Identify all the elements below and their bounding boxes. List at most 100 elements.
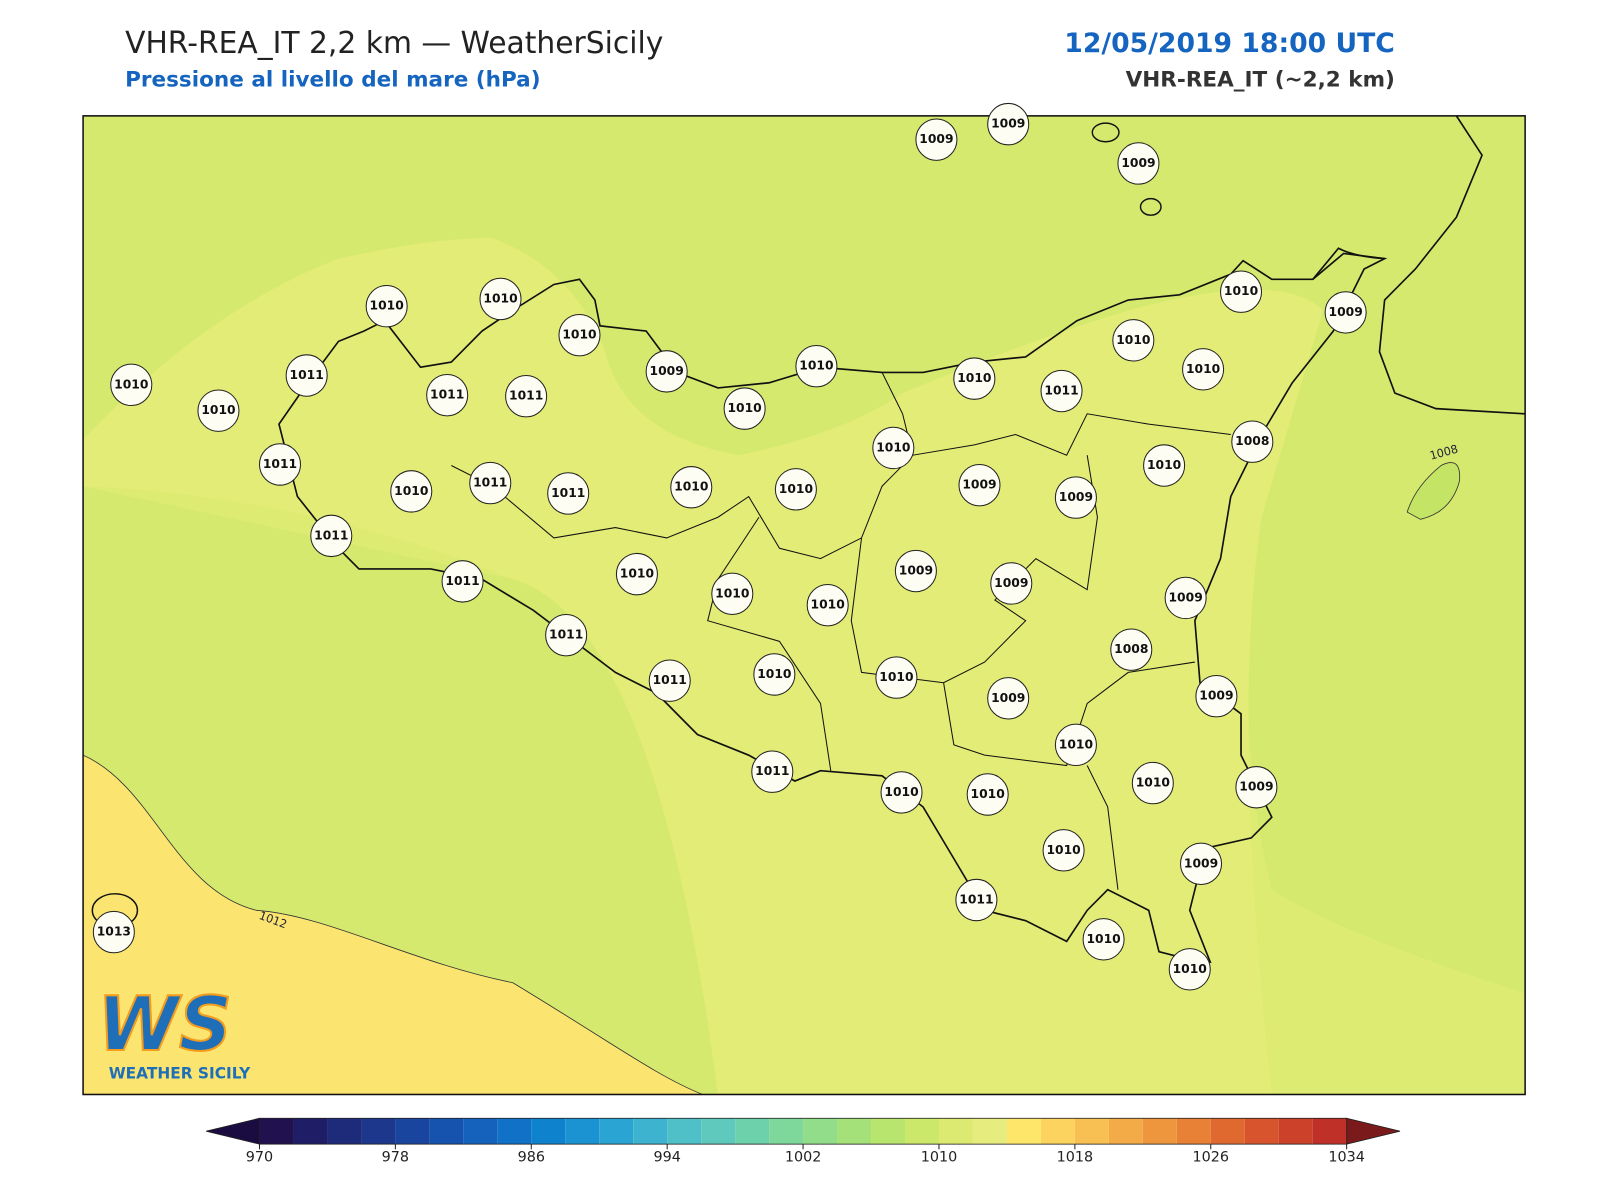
- station: 1010: [880, 771, 923, 814]
- station-marker: [966, 773, 1009, 816]
- station-value: 1011: [755, 764, 789, 778]
- colorbar-cell: [293, 1118, 328, 1145]
- station: 1011: [751, 750, 794, 793]
- station: 1011: [545, 613, 588, 657]
- station-value: 1011: [551, 486, 585, 500]
- colorbar-cell: [327, 1118, 362, 1145]
- colorbar-cell: [1312, 1118, 1347, 1145]
- station-value: 1013: [97, 925, 131, 939]
- station: 1011: [955, 878, 998, 922]
- stations: 1009 1009 1009 1010 1010 1010 1009 1010 1010 1010…: [92, 102, 1367, 991]
- station-value: 1009: [1329, 305, 1363, 319]
- colorbar-tick-label: 1034: [1328, 1150, 1365, 1166]
- station-value: 1011: [473, 476, 507, 490]
- station: 1010: [875, 656, 918, 699]
- station: 1011: [426, 373, 469, 417]
- station: 1010: [953, 357, 996, 400]
- colorbar-tick-label: 986: [518, 1150, 545, 1166]
- station: 1010: [795, 345, 838, 388]
- station-value: 1009: [1059, 490, 1093, 504]
- province-border: [451, 372, 1231, 890]
- station-marker: [880, 771, 923, 814]
- colorbar-cell: [531, 1118, 566, 1145]
- colorbar-under: [206, 1117, 260, 1145]
- colorbar-cell: [361, 1118, 396, 1145]
- colorbar-cell: [633, 1118, 668, 1145]
- station-value: 1010: [1116, 333, 1151, 347]
- station-value: 1010: [1173, 962, 1208, 976]
- model: VHR-REA_IT (~2,2 km): [1126, 68, 1395, 93]
- station-marker: [1182, 348, 1225, 391]
- station-value: 1010: [483, 291, 518, 305]
- station: 1009: [1054, 476, 1097, 519]
- station-marker: [1131, 761, 1174, 805]
- colorbar-tick-label: 1002: [785, 1150, 822, 1166]
- colorbar-cell: [905, 1118, 939, 1145]
- station: 1009: [1324, 291, 1367, 334]
- station: 1010: [479, 277, 522, 321]
- station-marker: [1324, 291, 1367, 334]
- station-value: 1011: [290, 368, 324, 382]
- station-value: 1009: [1169, 590, 1203, 604]
- station-marker: [1231, 420, 1274, 463]
- colorbar-cell: [871, 1118, 905, 1145]
- station-value: 1010: [1059, 737, 1094, 751]
- colorbar-cell: [1006, 1118, 1041, 1145]
- colorbar-tick-label: 1018: [1057, 1150, 1094, 1166]
- station-marker: [479, 277, 522, 321]
- station: 1011: [469, 461, 512, 505]
- colorbar-cell: [972, 1118, 1007, 1145]
- colorbar-cell: [429, 1118, 464, 1145]
- station-marker: [1054, 723, 1097, 767]
- station-marker: [915, 118, 958, 161]
- station-marker: [1195, 675, 1238, 718]
- station-marker: [774, 468, 817, 511]
- colorbar-cell: [1040, 1118, 1075, 1145]
- station-value: 1010: [715, 586, 750, 600]
- colorbar-cell: [769, 1118, 804, 1145]
- station-marker: [1082, 918, 1125, 961]
- station-value: 1010: [370, 299, 405, 313]
- station-value: 1009: [1184, 856, 1218, 870]
- station-marker: [753, 653, 796, 696]
- station-value: 1008: [1114, 642, 1148, 656]
- station: 1013: [92, 910, 135, 954]
- station-value: 1011: [549, 628, 583, 642]
- station: 1009: [1195, 675, 1238, 718]
- station-value: 1010: [562, 328, 597, 342]
- station-value: 1010: [674, 480, 709, 494]
- station-value: 1010: [1046, 843, 1081, 857]
- station-value: 1009: [1121, 156, 1155, 170]
- station-marker: [1042, 829, 1085, 872]
- station-value: 1010: [1147, 458, 1182, 472]
- station-value: 1010: [971, 787, 1006, 801]
- station-value: 1010: [620, 567, 655, 581]
- map-frame: [82, 115, 1526, 1096]
- station-marker: [390, 470, 433, 513]
- station-marker: [545, 613, 588, 657]
- station-marker: [441, 560, 484, 603]
- station-marker: [1040, 369, 1083, 413]
- station-value: 1010: [799, 359, 834, 373]
- colorbar-cell: [497, 1118, 532, 1145]
- station-marker: [953, 357, 996, 400]
- station: 1011: [441, 560, 484, 603]
- station-value: 1010: [811, 598, 846, 612]
- station: 1010: [1219, 270, 1263, 313]
- station-value: 1010: [884, 785, 919, 799]
- station-marker: [558, 313, 601, 357]
- station-marker: [987, 102, 1030, 146]
- station-marker: [1168, 948, 1211, 991]
- contour-1008: [1406, 462, 1461, 520]
- station-marker: [670, 466, 713, 509]
- station: 1011: [310, 514, 353, 558]
- colorbar-tick-label: 978: [382, 1150, 409, 1166]
- colorbar: 970 978 986 994 1002 1010 1018 1026 1034: [206, 1117, 1401, 1166]
- station-marker: [872, 426, 915, 470]
- station-marker: [806, 583, 849, 627]
- station: 1010: [774, 468, 817, 511]
- station-marker: [723, 387, 766, 430]
- station-value: 1010: [394, 484, 429, 498]
- station-value: 1009: [962, 478, 996, 492]
